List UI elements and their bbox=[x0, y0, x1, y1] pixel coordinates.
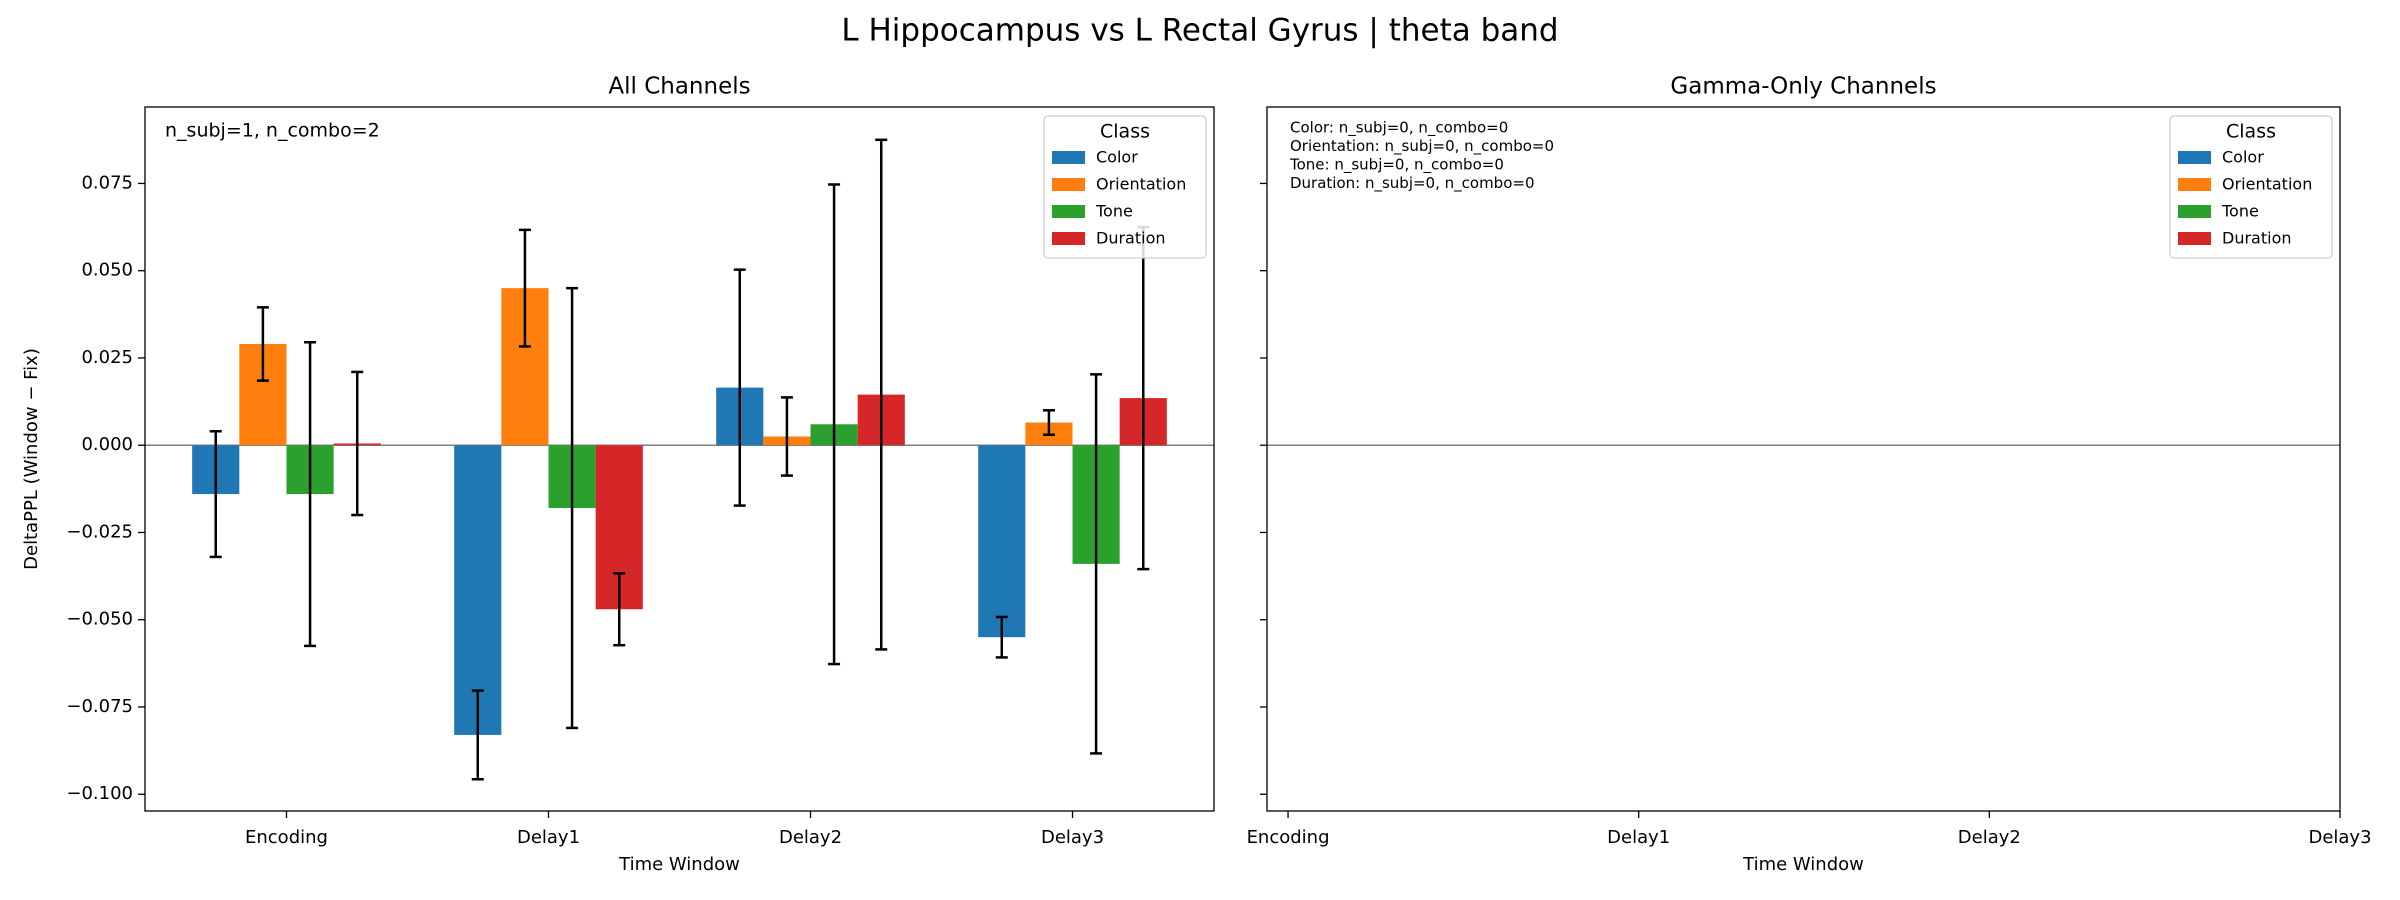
y-tick-label: −0.075 bbox=[66, 696, 133, 717]
y-tick-label: −0.100 bbox=[66, 783, 133, 804]
y-axis-label: DeltaPPL (Window − Fix) bbox=[21, 348, 42, 570]
legend-title: Class bbox=[2226, 121, 2276, 143]
axes-frame bbox=[1266, 106, 2341, 812]
legend-swatch bbox=[1052, 178, 1085, 191]
y-tick-label: −0.025 bbox=[66, 521, 133, 542]
bar bbox=[978, 445, 1026, 638]
legend-swatch bbox=[1052, 232, 1085, 245]
legend-label: Duration bbox=[1096, 229, 1166, 248]
legend-swatch bbox=[1052, 205, 1085, 218]
x-tick-label: Delay3 bbox=[1041, 827, 1104, 848]
annotation: Color: n_subj=0, n_combo=0 bbox=[1290, 119, 1508, 138]
legend-label: Color bbox=[2222, 148, 2264, 167]
x-tick-label: Delay1 bbox=[1607, 827, 1670, 848]
y-tick-label: 0.000 bbox=[81, 434, 133, 455]
axes-title: Gamma-Only Channels bbox=[1670, 74, 1936, 100]
x-tick-label: Delay2 bbox=[1958, 827, 2021, 848]
annotation: Tone: n_subj=0, n_combo=0 bbox=[1289, 156, 1504, 175]
legend-label: Tone bbox=[2221, 202, 2259, 221]
annotation: n_subj=1, n_combo=2 bbox=[165, 120, 380, 142]
legend-label: Orientation bbox=[1096, 175, 1186, 194]
axes-frame bbox=[144, 106, 1215, 812]
y-tick-label: 0.050 bbox=[81, 260, 133, 281]
x-tick-label: Delay1 bbox=[517, 827, 580, 848]
legend-label: Orientation bbox=[2222, 175, 2312, 194]
x-tick-label: Encoding bbox=[1247, 827, 1330, 848]
annotation: Orientation: n_subj=0, n_combo=0 bbox=[1290, 137, 1554, 156]
legend-swatch bbox=[2178, 151, 2211, 164]
legend-label: Duration bbox=[2222, 229, 2292, 248]
bar bbox=[454, 445, 502, 735]
x-axis-label: Time Window bbox=[618, 854, 740, 875]
x-tick-label: Delay3 bbox=[2308, 827, 2371, 848]
y-tick-label: −0.050 bbox=[66, 609, 133, 630]
x-axis-label: Time Window bbox=[1742, 854, 1864, 875]
legend-swatch bbox=[2178, 232, 2211, 245]
figure-title: L Hippocampus vs L Rectal Gyrus | theta … bbox=[841, 13, 1558, 49]
x-tick-label: Encoding bbox=[245, 827, 328, 848]
legend-swatch bbox=[2178, 205, 2211, 218]
legend-title: Class bbox=[1100, 121, 1150, 143]
legend-label: Tone bbox=[1095, 202, 1133, 221]
x-tick-label: Delay2 bbox=[779, 827, 842, 848]
legend-swatch bbox=[2178, 178, 2211, 191]
legend-label: Color bbox=[1096, 148, 1138, 167]
legend-swatch bbox=[1052, 151, 1085, 164]
y-tick-label: 0.075 bbox=[81, 172, 133, 193]
y-tick-label: 0.025 bbox=[81, 347, 133, 368]
axes-title: All Channels bbox=[608, 74, 750, 100]
annotation: Duration: n_subj=0, n_combo=0 bbox=[1290, 174, 1535, 193]
